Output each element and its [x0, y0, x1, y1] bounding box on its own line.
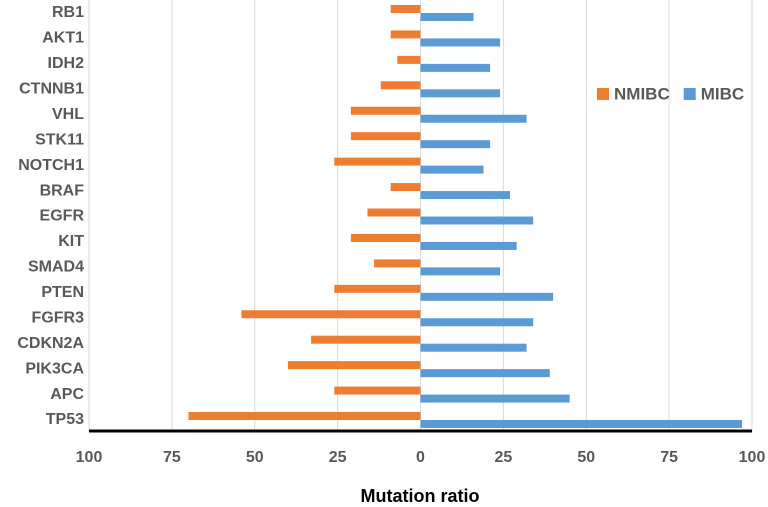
- bar: [350, 233, 421, 242]
- bar: [350, 106, 421, 115]
- bar: [420, 191, 511, 200]
- bar: [420, 38, 501, 47]
- x-tick-label: 75: [163, 449, 181, 466]
- x-axis-title: Mutation ratio: [361, 486, 480, 506]
- bar: [334, 386, 421, 395]
- bar: [420, 343, 527, 352]
- bar: [241, 310, 421, 319]
- bar: [390, 183, 421, 192]
- x-tick-label: 25: [494, 449, 512, 466]
- bar: [350, 132, 421, 141]
- y-tick-label: CTNNB1: [19, 81, 84, 98]
- bar: [420, 241, 517, 250]
- x-tick-label: 100: [76, 449, 103, 466]
- y-tick-label: FGFR3: [32, 309, 85, 326]
- y-tick-label: TP53: [46, 411, 84, 428]
- x-tick-label: 50: [246, 449, 264, 466]
- y-tick-label: BRAF: [40, 182, 85, 199]
- y-tick-label: PTEN: [41, 284, 84, 301]
- y-tick-label: NOTCH1: [18, 157, 84, 174]
- bar: [334, 284, 421, 293]
- bar: [334, 157, 421, 166]
- bar: [420, 13, 474, 21]
- y-tick-label: IDH2: [48, 55, 85, 72]
- bar: [420, 165, 484, 174]
- bar: [390, 30, 421, 39]
- bar: [420, 140, 491, 149]
- legend-swatch: [683, 88, 696, 100]
- y-tick-label: RB1: [52, 4, 84, 21]
- y-tick-label: CDKN2A: [17, 335, 84, 352]
- x-tick-label: 25: [329, 449, 347, 466]
- legend-swatch: [597, 88, 609, 100]
- bar: [420, 318, 534, 327]
- bar: [367, 208, 421, 217]
- bar: [420, 114, 527, 123]
- bar: [420, 267, 501, 276]
- bar: [420, 216, 534, 225]
- y-tick-label: KIT: [58, 233, 84, 250]
- bar: [374, 259, 421, 268]
- bar: [420, 420, 743, 428]
- y-tick-label: STK11: [35, 131, 84, 148]
- bar: [311, 335, 421, 344]
- y-tick-label: AKT1: [42, 30, 84, 47]
- y-tick-label: EGFR: [40, 208, 85, 225]
- y-tick-label: APC: [50, 386, 84, 403]
- bar: [380, 81, 421, 90]
- y-tick-label: SMAD4: [28, 259, 84, 276]
- bar: [287, 361, 421, 370]
- bar: [420, 292, 554, 301]
- bar: [420, 89, 501, 98]
- bar: [188, 412, 421, 420]
- x-tick-label: 50: [577, 449, 595, 466]
- bar: [390, 5, 421, 13]
- x-tick-label: 75: [660, 449, 678, 466]
- x-tick-label: 100: [739, 449, 766, 466]
- bar: [420, 63, 491, 72]
- y-tick-label: PIK3CA: [25, 360, 84, 377]
- legend-label: MIBC: [701, 84, 744, 103]
- x-tick-label: 0: [416, 449, 425, 466]
- bar: [420, 394, 570, 403]
- legend-label: NMIBC: [614, 84, 670, 103]
- bar: [397, 55, 421, 64]
- y-tick-label: VHL: [52, 106, 84, 123]
- bar: [420, 369, 550, 378]
